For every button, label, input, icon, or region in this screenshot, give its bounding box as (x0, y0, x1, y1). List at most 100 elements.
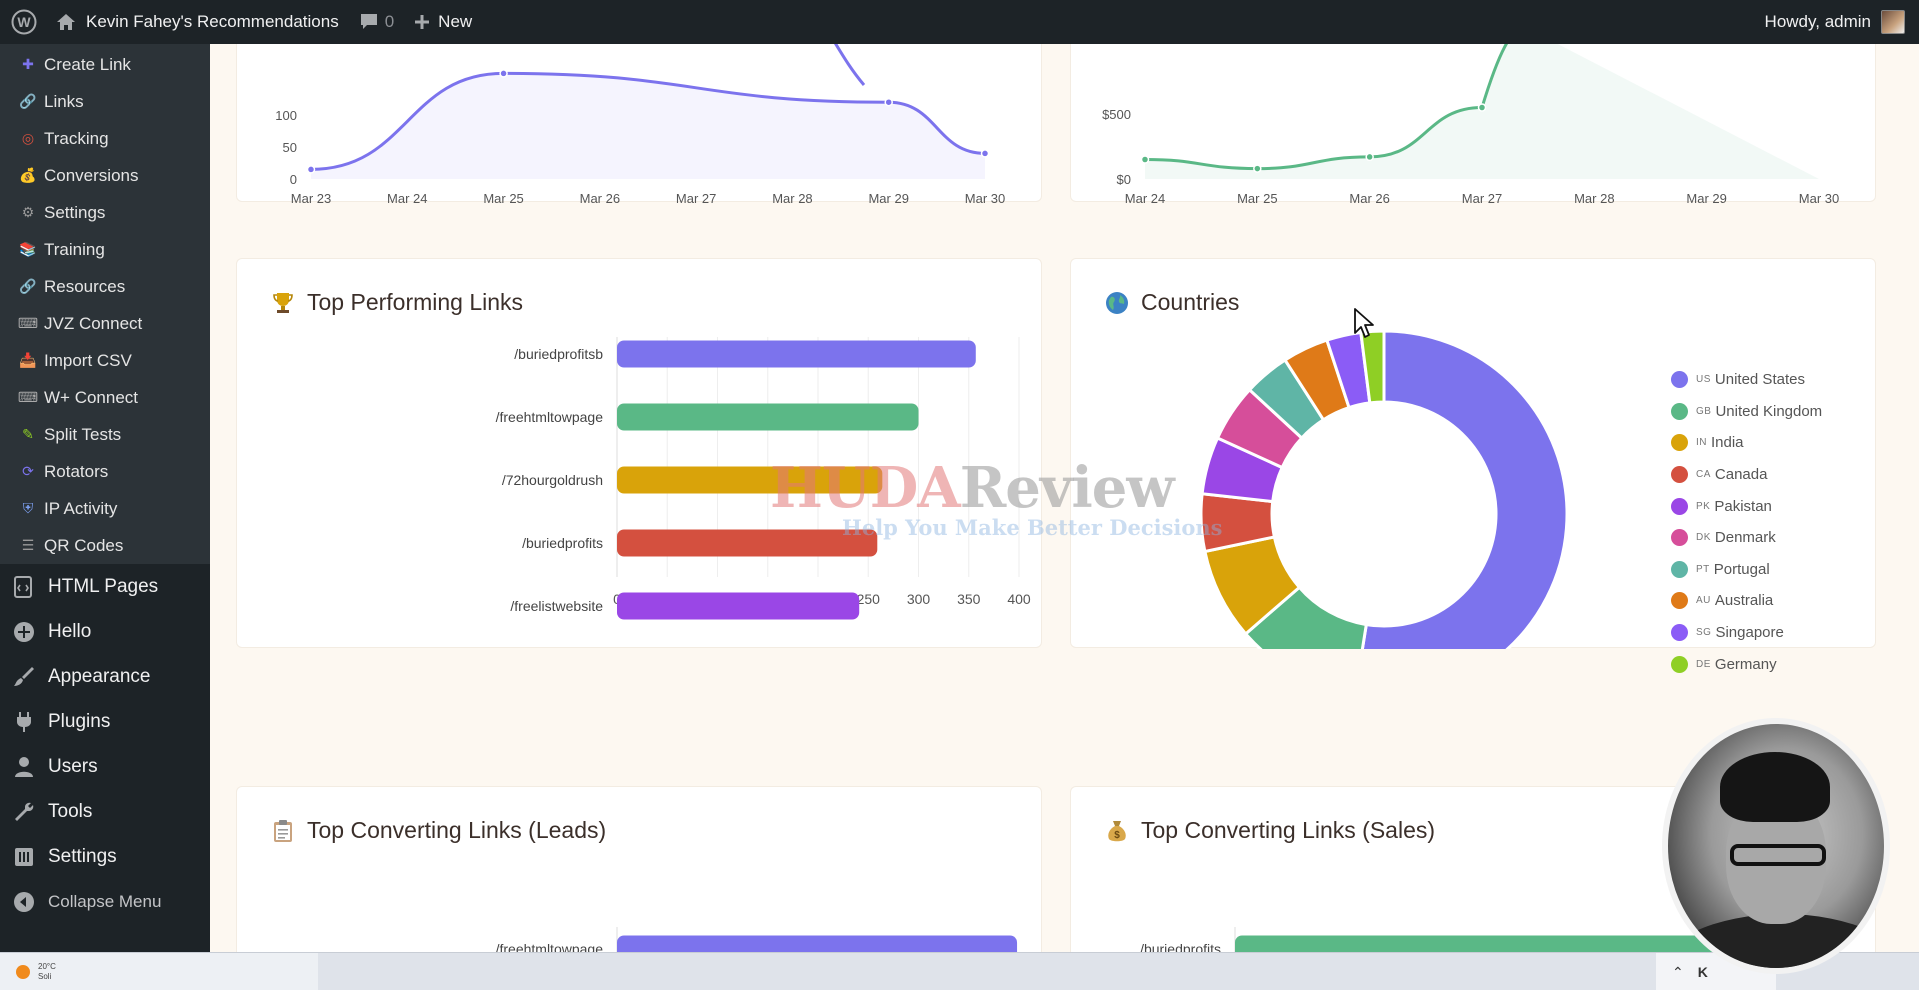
sidebar-item-links[interactable]: 🔗 Links (0, 83, 210, 120)
sidebar-item-w-connect[interactable]: ⌨ W+ Connect (0, 379, 210, 416)
settings-icon (12, 845, 36, 869)
legend-swatch (1671, 497, 1688, 515)
sidebar-item-users[interactable]: Users (0, 744, 210, 789)
bar[interactable] (617, 466, 883, 494)
pie-slice[interactable] (1355, 329, 1569, 649)
legend-item[interactable]: CA Canada (1671, 459, 1822, 491)
my-account-link[interactable]: Howdy, admin (1755, 0, 1919, 44)
sidebar-item-label: QR Codes (44, 535, 124, 555)
sidebar-item-label: IP Activity (44, 498, 118, 518)
legend-item[interactable]: PK Pakistan (1671, 490, 1822, 522)
sun-icon (16, 965, 30, 979)
card-title-text: Top Converting Links (Leads) (307, 817, 607, 843)
new-content-link[interactable]: New (404, 0, 482, 44)
tray-app-icon[interactable]: K (1697, 964, 1708, 980)
bar[interactable] (617, 340, 976, 368)
money-bag-icon: 💰 (19, 167, 37, 183)
comments-link[interactable]: 0 (349, 0, 404, 44)
top-performing-bar-chart: 050100150200250300350400/buriedprofitsb/… (496, 337, 1031, 620)
legend-swatch (1671, 560, 1688, 578)
countries-card: Countries US United States GB United Kingdo… (1070, 258, 1876, 673)
legend-item[interactable]: US United States (1671, 364, 1822, 396)
sidebar-item-appearance[interactable]: Appearance (0, 654, 210, 699)
country-name: Denmark (1714, 529, 1776, 547)
keyboard-icon: ⌨ (17, 315, 39, 331)
sidebar-item-html-pages[interactable]: HTML Pages (0, 564, 210, 609)
sidebar-item-qr-codes[interactable]: ☰ QR Codes (0, 527, 210, 564)
x-tick-label: Mar 28 (1574, 191, 1614, 203)
x-tick-label: Mar 28 (772, 191, 812, 203)
wrench-icon (12, 800, 36, 824)
sidebar-item-label: Appearance (48, 665, 151, 687)
list-icon: ☰ (21, 537, 35, 553)
admin-sidebar: ✚ Create Link 🔗 Links ◎ Tracking 💰 Conversions ⚙… (0, 44, 210, 952)
comment-icon (359, 13, 379, 31)
sidebar-item-label: Collapse Menu (48, 891, 162, 911)
sidebar-item-conversions[interactable]: 💰 Conversions (0, 157, 210, 194)
sidebar-item-plugins[interactable]: Plugins (0, 699, 210, 744)
sidebar-item-tools[interactable]: Tools (0, 789, 210, 834)
x-tick-label: Mar 29 (868, 191, 908, 203)
sidebar-item-resources[interactable]: 🔗 Resources (0, 268, 210, 305)
countries-title: Countries (1105, 289, 1239, 316)
brush-icon (12, 665, 36, 689)
plugin-submenu: ✚ Create Link 🔗 Links ◎ Tracking 💰 Conversions ⚙… (0, 44, 210, 564)
mouse-cursor-icon (1354, 308, 1374, 338)
x-tick-label: 400 (1007, 591, 1031, 607)
plus-icon (414, 14, 430, 30)
legend-swatch (1671, 402, 1688, 420)
gear-icon: ⚙ (21, 204, 35, 220)
legend-item[interactable]: SG Singapore (1671, 617, 1822, 649)
country-name: United States (1714, 371, 1805, 389)
site-name-link[interactable]: Kevin Fahey's Recommendations (46, 0, 349, 44)
x-tick-label: Mar 30 (965, 191, 1005, 203)
category-label: /freehtmltowpage (496, 941, 604, 952)
sidebar-item-settings[interactable]: ⚙ Settings (0, 194, 210, 231)
legend-item[interactable]: DK Denmark (1671, 522, 1822, 554)
sidebar-item-training[interactable]: 📚 Training (0, 231, 210, 268)
sidebar-item-tracking[interactable]: ◎ Tracking (0, 120, 210, 157)
data-point (1477, 103, 1487, 112)
svg-text:$: $ (1114, 830, 1120, 841)
bar[interactable] (617, 592, 860, 620)
collapse-icon (12, 890, 36, 914)
sidebar-item-split-tests[interactable]: ✎ Split Tests (0, 416, 210, 453)
chevron-up-icon[interactable]: ⌃ (1672, 963, 1684, 980)
bar[interactable] (617, 403, 919, 431)
country-name: Pakistan (1714, 497, 1772, 515)
sidebar-item-label: Resources (44, 276, 126, 296)
top-performing-links-card: Top Performing Links 0501001502002503003… (236, 258, 1042, 648)
sidebar-item-label: Users (48, 755, 98, 777)
sidebar-item-ip-activity[interactable]: ⛨ IP Activity (0, 490, 210, 527)
wordpress-logo-icon[interactable]: W (2, 0, 46, 44)
sidebar-item-create-link[interactable]: ✚ Create Link (0, 46, 210, 83)
sidebar-item-collapse-menu[interactable]: Collapse Menu (0, 879, 210, 924)
legend-item[interactable]: IN India (1671, 427, 1822, 459)
series-line (310, 71, 986, 171)
legend-item[interactable]: PT Portugal (1671, 554, 1822, 586)
sidebar-item-settings[interactable]: Settings (0, 834, 210, 879)
category-label: /freelistwebsite (510, 598, 603, 614)
weather-widget[interactable]: 20°C Soli (0, 953, 318, 990)
legend-item[interactable]: AU Australia (1671, 585, 1822, 617)
legend-item[interactable]: DE Germany (1671, 648, 1822, 680)
card-title-text: Top Converting Links (Sales) (1141, 817, 1436, 843)
sidebar-item-hello[interactable]: Hello (0, 609, 210, 654)
x-tick-label: Mar 23 (291, 191, 331, 203)
x-tick-label: Mar 24 (1125, 191, 1165, 203)
bar[interactable] (617, 935, 1018, 953)
weather-temp: 20°C (38, 962, 56, 971)
sidebar-item-import-csv[interactable]: 📥 Import CSV (0, 342, 210, 379)
bar[interactable] (617, 529, 878, 557)
country-code: CA (1696, 469, 1711, 481)
sidebar-item-jvz-connect[interactable]: ⌨ JVZ Connect (0, 305, 210, 342)
data-point (980, 149, 990, 158)
legend-swatch (1671, 624, 1688, 642)
y-tick-label: $500 (1102, 107, 1131, 122)
legend-item[interactable]: GB United Kingdom (1671, 396, 1822, 428)
keyboard-icon: ⌨ (17, 389, 39, 405)
series-line-segment (834, 44, 866, 86)
sidebar-item-rotators[interactable]: ⟳ Rotators (0, 453, 210, 490)
country-name: India (1711, 434, 1744, 452)
category-label: /buriedprofits (522, 535, 603, 551)
